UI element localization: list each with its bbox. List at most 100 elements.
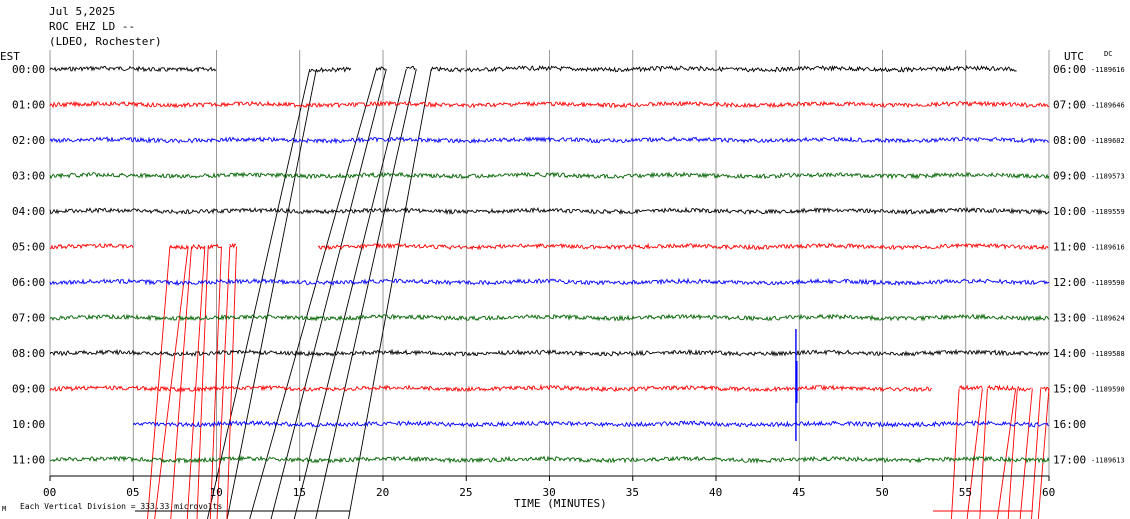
right-label-1: 07:00 bbox=[1053, 99, 1086, 112]
x-tick-label-50: 50 bbox=[876, 486, 889, 499]
x-tick-label-15: 15 bbox=[293, 486, 306, 499]
trace-row-0-seg-5 bbox=[464, 64, 1017, 73]
trace-row-0-seg-0 bbox=[49, 65, 217, 73]
right-label-2: 08:00 bbox=[1053, 134, 1086, 147]
right-label-4: 10:00 bbox=[1053, 205, 1086, 218]
x-tick-label-05: 05 bbox=[126, 486, 139, 499]
header-station: ROC EHZ LD -- bbox=[49, 20, 135, 33]
left-label-8: 08:00 bbox=[12, 347, 45, 360]
left-label-10: 10:00 bbox=[12, 418, 45, 431]
right-label-10: 16:00 bbox=[1053, 418, 1086, 431]
trace-row-5-seg-1 bbox=[169, 244, 189, 250]
x-tick-label-00: 00 bbox=[43, 486, 56, 499]
trace-row-5-seg-4 bbox=[229, 242, 237, 249]
trace-row-9-seg-3 bbox=[1017, 386, 1032, 392]
trace-row-0-seg-2 bbox=[375, 66, 386, 72]
red-diagonal-a-5 bbox=[209, 246, 222, 519]
black-diagonal-4 bbox=[293, 68, 407, 519]
red-diagonal-a-4 bbox=[196, 246, 209, 519]
black-diagonal-0 bbox=[206, 68, 311, 519]
trace-row-3-seg-0 bbox=[49, 171, 1050, 180]
time-gridlines bbox=[49, 50, 1050, 476]
red-diagonal-a-7 bbox=[226, 246, 237, 519]
left-timezone: EST bbox=[0, 50, 20, 63]
left-label-0: 00:00 bbox=[12, 63, 45, 76]
trace-row-11-seg-0 bbox=[49, 454, 1050, 465]
header: Jul 5,2025 ROC EHZ LD -- (LDEO, Rocheste… bbox=[49, 5, 162, 48]
x-tick-label-60: 60 bbox=[1042, 486, 1055, 499]
red-diagonal-b-7 bbox=[1037, 388, 1050, 519]
red-diagonal-b-1 bbox=[966, 388, 983, 519]
left-row-labels: 00:00 01:00 02:00 03:00 04:00 05:00 06:00 07:00… bbox=[12, 63, 45, 467]
left-label-3: 03:00 bbox=[12, 170, 45, 183]
left-label-6: 06:00 bbox=[12, 276, 45, 289]
trace-row-9-seg-2 bbox=[987, 384, 1016, 392]
trace-row-6-seg-0 bbox=[49, 277, 1049, 287]
red-diagonal-b-6 bbox=[1031, 388, 1042, 519]
x-tick-label-10: 10 bbox=[210, 486, 223, 499]
red-diagonal-b-4 bbox=[1007, 388, 1018, 519]
dc-label: DC bbox=[1104, 50, 1112, 58]
header-date: Jul 5,2025 bbox=[49, 5, 115, 18]
dc-value-7: -1189624 bbox=[1091, 315, 1125, 323]
red-diagonal-a-2 bbox=[170, 246, 192, 519]
right-label-11: 17:00 bbox=[1053, 454, 1086, 467]
dc-value-4: -1189559 bbox=[1091, 208, 1125, 216]
dc-value-3: -1189573 bbox=[1091, 173, 1125, 181]
red-diagonal-b-2 bbox=[979, 388, 988, 519]
trace-row-5-seg-3 bbox=[207, 243, 222, 249]
header-network: (LDEO, Rochester) bbox=[49, 35, 162, 48]
trace-row-0-seg-1 bbox=[309, 66, 352, 73]
dc-value-6: -1189590 bbox=[1091, 279, 1125, 287]
x-tick-label-30: 30 bbox=[543, 486, 556, 499]
trace-row-5-seg-0 bbox=[49, 242, 134, 250]
dc-value-9: -1189590 bbox=[1091, 386, 1125, 394]
right-label-9: 15:00 bbox=[1053, 383, 1086, 396]
x-tick-label-55: 55 bbox=[959, 486, 972, 499]
trace-row-8-seg-0 bbox=[49, 348, 1050, 358]
trace-row-0-seg-3 bbox=[405, 65, 416, 71]
trace-row-5-seg-5 bbox=[317, 242, 1049, 251]
trace-row-9-seg-1 bbox=[958, 384, 983, 391]
event-diagonal-lines bbox=[147, 68, 1050, 519]
black-diagonal-5 bbox=[315, 68, 417, 519]
trace-row-2-seg-0 bbox=[49, 136, 1049, 145]
trace-row-0-seg-4 bbox=[430, 66, 465, 73]
red-diagonal-b-0 bbox=[950, 388, 960, 519]
x-tick-label-40: 40 bbox=[709, 486, 722, 499]
trace-row-4-seg-0 bbox=[49, 206, 1050, 216]
trace-row-7-seg-0 bbox=[49, 313, 1050, 322]
left-label-2: 02:00 bbox=[12, 134, 45, 147]
trace-row-9-seg-0 bbox=[49, 383, 933, 393]
right-label-6: 12:00 bbox=[1053, 276, 1086, 289]
trace-row-5-seg-2 bbox=[191, 244, 205, 250]
red-diagonal-b-5 bbox=[1019, 388, 1033, 519]
right-label-0: 06:00 bbox=[1053, 63, 1086, 76]
right-label-5: 11:00 bbox=[1053, 241, 1086, 254]
left-label-7: 07:00 bbox=[12, 312, 45, 325]
black-diagonal-3 bbox=[270, 68, 387, 519]
left-label-1: 01:00 bbox=[12, 99, 45, 112]
scale-note: Each Vertical Division = 333.33 microvol… bbox=[20, 502, 222, 511]
dc-value-11: -1189613 bbox=[1091, 457, 1125, 465]
x-tick-label-45: 45 bbox=[792, 486, 805, 499]
red-diagonal-a-3 bbox=[186, 246, 206, 519]
left-label-11: 11:00 bbox=[12, 454, 45, 467]
seismic-traces bbox=[49, 64, 1050, 465]
dc-value-1: -1189646 bbox=[1091, 102, 1125, 110]
x-tick-label-25: 25 bbox=[459, 486, 472, 499]
x-axis-ticks: 00 05 10 15 20 25 30 35 40 45 50 55 60 bbox=[43, 476, 1055, 499]
right-label-8: 14:00 bbox=[1053, 347, 1086, 360]
left-label-4: 04:00 bbox=[12, 205, 45, 218]
left-label-9: 09:00 bbox=[12, 383, 45, 396]
dc-value-2: -1189602 bbox=[1091, 137, 1125, 145]
trace-row-1-seg-0 bbox=[49, 100, 1050, 109]
x-axis-label: TIME (MINUTES) bbox=[514, 497, 607, 510]
dc-value-5: -1189616 bbox=[1091, 244, 1125, 252]
left-label-5: 05:00 bbox=[12, 241, 45, 254]
black-diagonal-2 bbox=[249, 68, 377, 519]
x-tick-label-20: 20 bbox=[376, 486, 389, 499]
trace-row-10-seg-0 bbox=[132, 420, 1049, 428]
trace-row-9-seg-4 bbox=[1040, 386, 1050, 393]
